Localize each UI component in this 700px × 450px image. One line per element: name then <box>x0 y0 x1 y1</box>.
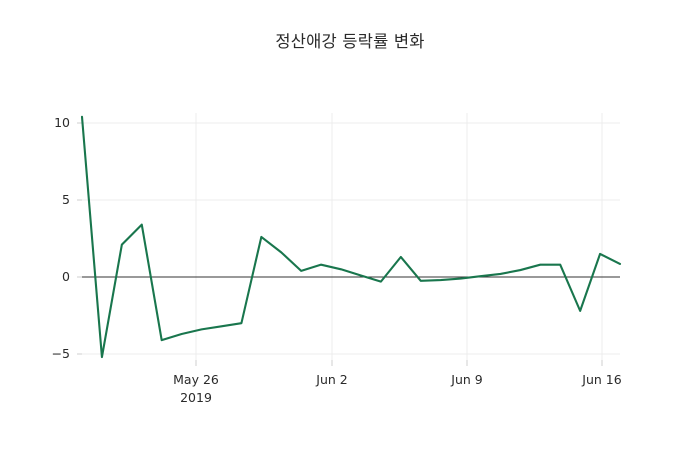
y-axis-tick-labels: 10 5 0 −5 <box>52 115 70 361</box>
y-tick-label-neg5: −5 <box>52 346 70 361</box>
x-tick-label-jun2: Jun 2 <box>315 372 347 387</box>
y-tick-label-5: 5 <box>62 192 70 207</box>
gridlines-group <box>82 113 620 360</box>
y-tick-label-0: 0 <box>62 269 70 284</box>
x-tick-label-jun9: Jun 9 <box>450 372 483 387</box>
tickmarks-group <box>77 122 603 366</box>
data-series-line <box>80 115 622 359</box>
x-tick-label-jun16: Jun 16 <box>581 372 621 387</box>
x-tick-label-may26: May 26 <box>173 372 219 387</box>
y-tick-label-10: 10 <box>54 115 70 130</box>
x-axis-tick-labels: May 26 2019 Jun 2 Jun 9 Jun 16 <box>173 372 622 405</box>
x-tick-label-year-2019: 2019 <box>180 390 212 405</box>
chart-title: 정산애강 등락률 변화 <box>275 32 425 51</box>
